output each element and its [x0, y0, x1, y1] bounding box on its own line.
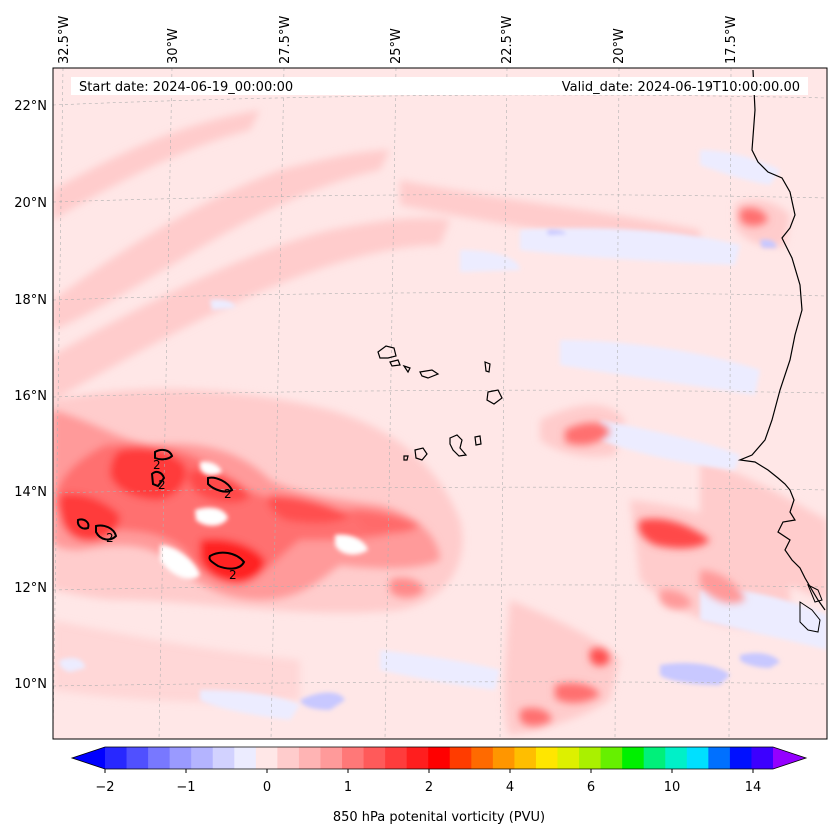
contour-label: 2: [158, 478, 166, 492]
colorbar-tick-labels: −2 −1 0 1 2 4 6 10 14: [95, 780, 761, 795]
colorbar-cell: [277, 747, 300, 769]
colorbar-cell: [105, 747, 128, 769]
lat-label: 14°N: [14, 485, 47, 500]
lat-label: 18°N: [14, 293, 47, 308]
pv-low-holes: [160, 299, 368, 580]
contour-label: 2: [106, 531, 114, 545]
coast-detail-1: [799, 601, 821, 633]
colorbar-cell: [342, 747, 365, 769]
lon-label: 22.5°W: [500, 16, 515, 64]
lon-label: 25°W: [389, 28, 404, 64]
colorbar-cell: [169, 747, 192, 769]
colorbar-cell: [126, 747, 149, 769]
colorbar-tick-label: −2: [95, 780, 114, 795]
colorbar-cell: [298, 747, 321, 769]
colorbar-cell: [234, 747, 257, 769]
colorbar-tick-label: 6: [587, 780, 595, 795]
colorbar-cell: [255, 747, 278, 769]
colorbar-cell: [557, 747, 580, 769]
colorbar-cell: [729, 747, 752, 769]
lon-label: 30°W: [166, 28, 181, 64]
colorbar-cell: [665, 747, 688, 769]
colorbar-cell: [191, 747, 214, 769]
lat-label: 20°N: [14, 196, 47, 211]
coast-detail-2: [807, 583, 823, 603]
colorbar-cell: [320, 747, 343, 769]
lat-label: 10°N: [14, 677, 47, 692]
contour-label: 2: [224, 487, 232, 501]
colorbar-cells: [105, 747, 774, 769]
colorbar-ticks: [104, 769, 754, 773]
colorbar-cell: [385, 747, 408, 769]
colorbar-label: 850 hPa potenital vorticity (PVU): [333, 810, 545, 825]
colorbar-cell: [622, 747, 645, 769]
colorbar-tick-label: −1: [176, 780, 195, 795]
lat-label: 12°N: [14, 581, 47, 596]
colorbar-tick-label: 10: [664, 780, 681, 795]
colorbar-cell: [751, 747, 774, 769]
pv-2-contours: [76, 448, 246, 570]
lon-label: 17.5°W: [724, 16, 739, 64]
colorbar: −2 −1 0 1 2 4 6 10 14 850 hPa potenital …: [70, 746, 808, 825]
colorbar-tick-label: 4: [506, 780, 514, 795]
date-header-box: [71, 77, 808, 95]
pv-2-contour-labels: 2 2 2 2 2: [106, 458, 237, 582]
lat-label: 22°N: [14, 99, 47, 114]
colorbar-cell: [514, 747, 537, 769]
cape-verde-islands: [377, 345, 503, 461]
colorbar-tick-label: 1: [344, 780, 352, 795]
colorbar-cell: [471, 747, 494, 769]
colorbar-cell: [535, 747, 559, 769]
lon-label: 27.5°W: [278, 16, 293, 64]
map-gridlines: [53, 68, 827, 739]
contour-label: 2: [153, 458, 161, 472]
colorbar-cell: [363, 747, 386, 769]
valid-date: Valid_date: 2024-06-19T10:00:00.00: [562, 80, 800, 95]
colorbar-cell: [600, 747, 623, 769]
colorbar-cell: [449, 747, 472, 769]
colorbar-cell: [579, 747, 602, 769]
colorbar-cell: [212, 747, 235, 769]
colorbar-tick-label: 14: [745, 780, 762, 795]
contour-label: 2: [229, 568, 237, 582]
latitude-labels: 22°N 20°N 18°N 16°N 14°N 12°N 10°N: [14, 99, 47, 692]
lat-label: 16°N: [14, 389, 47, 404]
longitude-labels: 32.5°W 30°W 27.5°W 25°W 22.5°W 20°W 17.5…: [57, 16, 739, 64]
start-date: Start date: 2024-06-19_00:00:00: [79, 80, 293, 95]
africa-coastline: [737, 69, 826, 611]
colorbar-cell: [686, 747, 709, 769]
colorbar-cell: [406, 747, 429, 769]
colorbar-max-extension: [773, 747, 806, 769]
colorbar-cell: [428, 747, 451, 769]
colorbar-cell: [492, 747, 515, 769]
map-panel: 2 2 2 2 2 Start date: 2024-06-19_00:00:0…: [53, 68, 827, 739]
colorbar-cell: [708, 747, 731, 769]
colorbar-tick-label: 2: [425, 780, 433, 795]
colorbar-cell: [643, 747, 666, 769]
colorbar-tick-label: 0: [263, 780, 271, 795]
colorbar-min-extension: [72, 747, 105, 769]
lon-label: 32.5°W: [57, 16, 72, 64]
pv-negative-areas: [59, 150, 827, 720]
colorbar-cell: [148, 747, 171, 769]
map-frame: [52, 67, 828, 740]
lon-label: 20°W: [612, 28, 627, 64]
